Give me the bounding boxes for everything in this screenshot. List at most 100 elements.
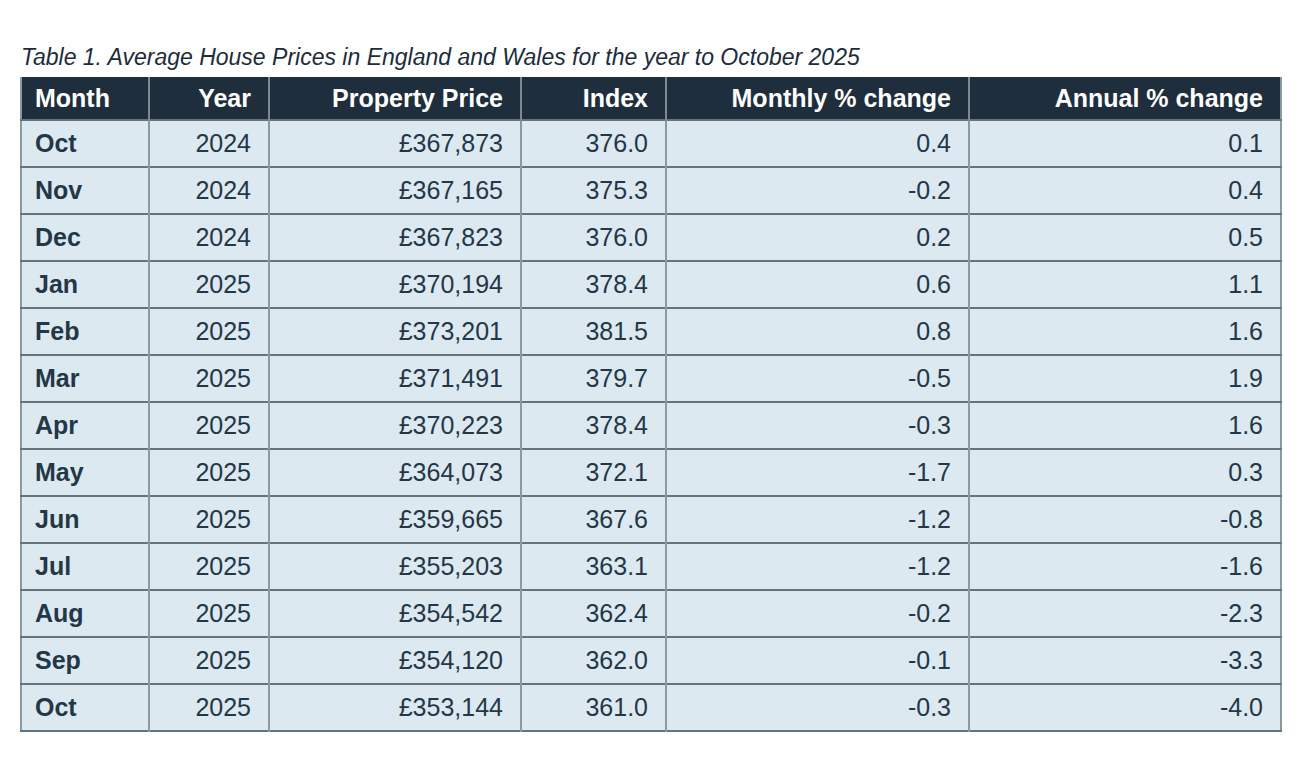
cell-property-price: £373,201 xyxy=(269,308,521,355)
page: Table 1. Average House Prices in England… xyxy=(0,0,1308,776)
cell-year: 2025 xyxy=(149,402,269,449)
cell-year: 2024 xyxy=(149,167,269,214)
cell-annual-change: -1.6 xyxy=(969,543,1281,590)
cell-month: May xyxy=(21,449,149,496)
header-row: Month Year Property Price Index Monthly … xyxy=(21,77,1281,120)
cell-index: 363.1 xyxy=(521,543,666,590)
table-row: Aug2025£354,542362.4-0.2-2.3 xyxy=(21,590,1281,637)
cell-month: Apr xyxy=(21,402,149,449)
cell-annual-change: 0.4 xyxy=(969,167,1281,214)
table-row: Jun2025£359,665367.6-1.2-0.8 xyxy=(21,496,1281,543)
cell-property-price: £367,165 xyxy=(269,167,521,214)
cell-month: Sep xyxy=(21,637,149,684)
table-row: Mar2025£371,491379.7-0.51.9 xyxy=(21,355,1281,402)
table-body: Oct2024£367,873376.00.40.1Nov2024£367,16… xyxy=(21,120,1281,731)
cell-monthly-change: 0.6 xyxy=(666,261,969,308)
cell-annual-change: 0.5 xyxy=(969,214,1281,261)
cell-index: 372.1 xyxy=(521,449,666,496)
table-row: Jan2025£370,194378.40.61.1 xyxy=(21,261,1281,308)
column-header-index: Index xyxy=(521,77,666,120)
column-header-property-price: Property Price xyxy=(269,77,521,120)
cell-monthly-change: -0.3 xyxy=(666,684,969,731)
cell-property-price: £370,194 xyxy=(269,261,521,308)
cell-index: 362.4 xyxy=(521,590,666,637)
table-row: Nov2024£367,165375.3-0.20.4 xyxy=(21,167,1281,214)
cell-index: 361.0 xyxy=(521,684,666,731)
cell-monthly-change: 0.8 xyxy=(666,308,969,355)
column-header-monthly-change: Monthly % change xyxy=(666,77,969,120)
cell-annual-change: -3.3 xyxy=(969,637,1281,684)
cell-month: Oct xyxy=(21,120,149,167)
column-header-month: Month xyxy=(21,77,149,120)
cell-month: Mar xyxy=(21,355,149,402)
cell-property-price: £370,223 xyxy=(269,402,521,449)
cell-annual-change: 1.1 xyxy=(969,261,1281,308)
table-header: Month Year Property Price Index Monthly … xyxy=(21,77,1281,120)
cell-monthly-change: -0.3 xyxy=(666,402,969,449)
cell-year: 2025 xyxy=(149,637,269,684)
cell-annual-change: 1.6 xyxy=(969,402,1281,449)
cell-property-price: £367,823 xyxy=(269,214,521,261)
cell-index: 379.7 xyxy=(521,355,666,402)
cell-index: 381.5 xyxy=(521,308,666,355)
cell-property-price: £355,203 xyxy=(269,543,521,590)
cell-property-price: £359,665 xyxy=(269,496,521,543)
table-row: Dec2024£367,823376.00.20.5 xyxy=(21,214,1281,261)
cell-annual-change: 0.1 xyxy=(969,120,1281,167)
cell-monthly-change: -0.5 xyxy=(666,355,969,402)
cell-property-price: £353,144 xyxy=(269,684,521,731)
cell-monthly-change: -0.1 xyxy=(666,637,969,684)
cell-index: 378.4 xyxy=(521,402,666,449)
table-row: May2025£364,073372.1-1.70.3 xyxy=(21,449,1281,496)
table-row: Oct2024£367,873376.00.40.1 xyxy=(21,120,1281,167)
cell-monthly-change: -0.2 xyxy=(666,167,969,214)
cell-annual-change: -0.8 xyxy=(969,496,1281,543)
table-row: Oct2025£353,144361.0-0.3-4.0 xyxy=(21,684,1281,731)
cell-property-price: £367,873 xyxy=(269,120,521,167)
cell-year: 2025 xyxy=(149,308,269,355)
table-row: Apr2025£370,223378.4-0.31.6 xyxy=(21,402,1281,449)
cell-annual-change: -4.0 xyxy=(969,684,1281,731)
cell-year: 2025 xyxy=(149,496,269,543)
cell-month: Jun xyxy=(21,496,149,543)
cell-monthly-change: 0.4 xyxy=(666,120,969,167)
cell-month: Aug xyxy=(21,590,149,637)
house-prices-table: Month Year Property Price Index Monthly … xyxy=(20,77,1282,732)
cell-month: Nov xyxy=(21,167,149,214)
cell-month: Feb xyxy=(21,308,149,355)
cell-index: 375.3 xyxy=(521,167,666,214)
cell-year: 2025 xyxy=(149,543,269,590)
table-caption: Table 1. Average House Prices in England… xyxy=(21,43,860,73)
cell-year: 2025 xyxy=(149,449,269,496)
cell-index: 362.0 xyxy=(521,637,666,684)
cell-index: 367.6 xyxy=(521,496,666,543)
cell-month: Dec xyxy=(21,214,149,261)
cell-annual-change: 1.9 xyxy=(969,355,1281,402)
cell-monthly-change: -1.7 xyxy=(666,449,969,496)
cell-year: 2025 xyxy=(149,590,269,637)
cell-index: 378.4 xyxy=(521,261,666,308)
cell-year: 2024 xyxy=(149,214,269,261)
cell-year: 2025 xyxy=(149,684,269,731)
column-header-annual-change: Annual % change xyxy=(969,77,1281,120)
cell-property-price: £354,542 xyxy=(269,590,521,637)
cell-property-price: £364,073 xyxy=(269,449,521,496)
cell-month: Jul xyxy=(21,543,149,590)
cell-index: 376.0 xyxy=(521,120,666,167)
cell-property-price: £371,491 xyxy=(269,355,521,402)
cell-annual-change: 1.6 xyxy=(969,308,1281,355)
table-row: Jul2025£355,203363.1-1.2-1.6 xyxy=(21,543,1281,590)
cell-monthly-change: 0.2 xyxy=(666,214,969,261)
cell-monthly-change: -1.2 xyxy=(666,496,969,543)
cell-year: 2024 xyxy=(149,120,269,167)
cell-year: 2025 xyxy=(149,261,269,308)
table-row: Sep2025£354,120362.0-0.1-3.3 xyxy=(21,637,1281,684)
cell-month: Oct xyxy=(21,684,149,731)
cell-monthly-change: -1.2 xyxy=(666,543,969,590)
cell-index: 376.0 xyxy=(521,214,666,261)
cell-annual-change: 0.3 xyxy=(969,449,1281,496)
cell-year: 2025 xyxy=(149,355,269,402)
cell-month: Jan xyxy=(21,261,149,308)
cell-monthly-change: -0.2 xyxy=(666,590,969,637)
cell-property-price: £354,120 xyxy=(269,637,521,684)
